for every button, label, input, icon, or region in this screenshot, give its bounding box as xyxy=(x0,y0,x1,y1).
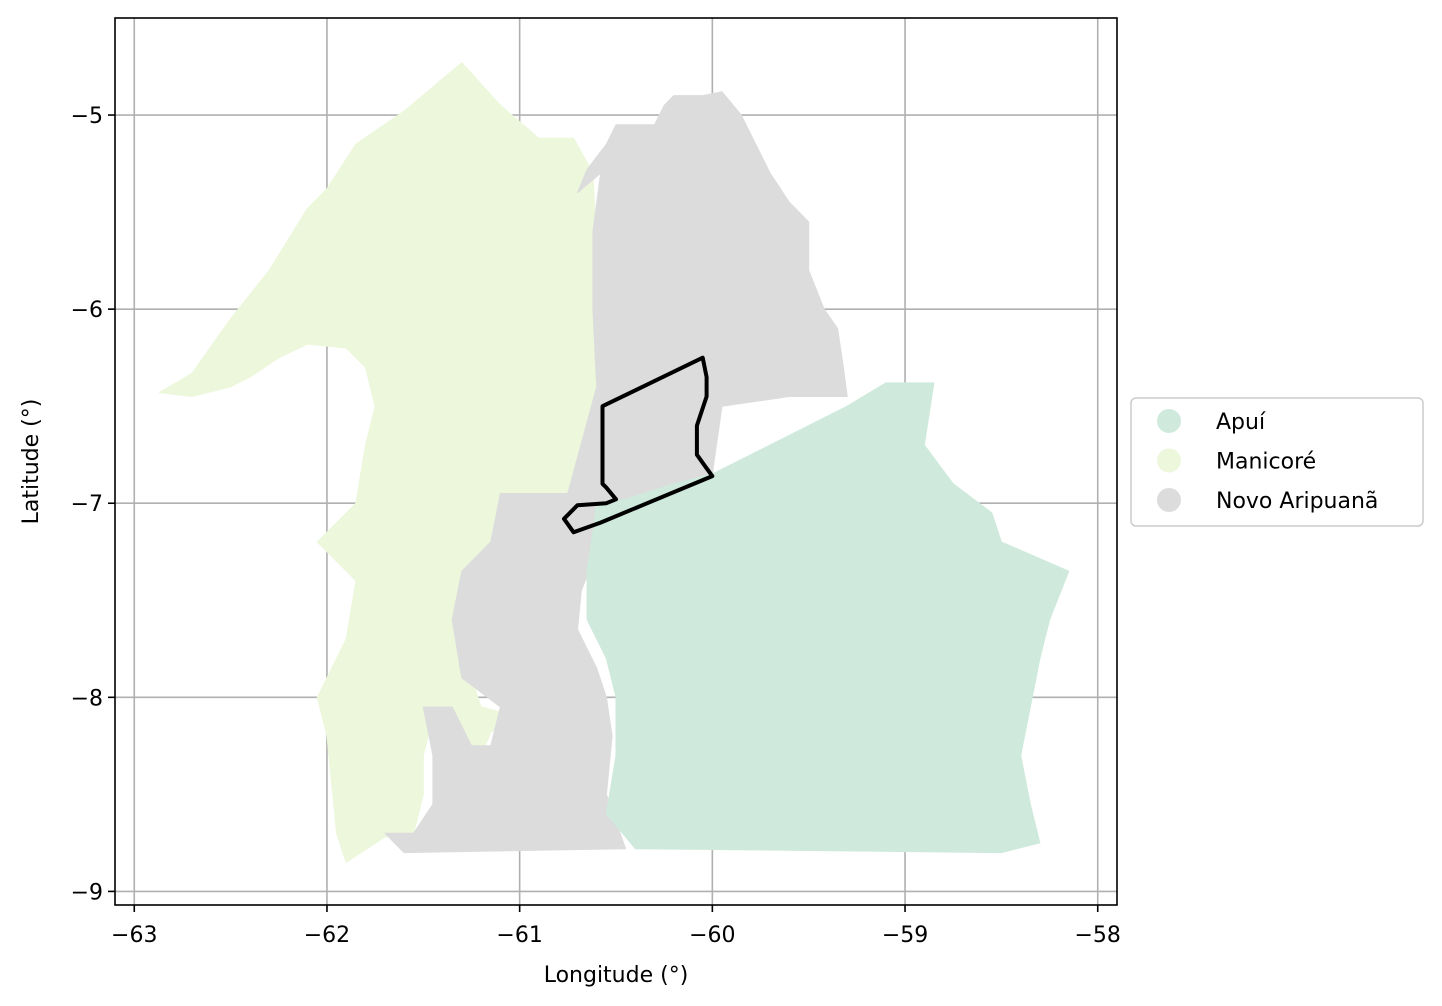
x-tick-label-2: −61 xyxy=(496,923,542,948)
x-tick-label-1: −62 xyxy=(304,923,350,948)
legend-marker-1 xyxy=(1157,448,1181,473)
y-axis-title: Latitude (°) xyxy=(19,399,44,525)
y-tick-label-1: −6 xyxy=(71,298,103,323)
x-tick-label-5: −58 xyxy=(1075,923,1121,948)
region-polygons xyxy=(158,62,1070,863)
x-axis-title: Longitude (°) xyxy=(544,963,689,988)
region-novo-aripuan- xyxy=(384,91,848,854)
legend-label-0: Apuí xyxy=(1216,410,1266,435)
y-tick-label-0: −5 xyxy=(71,104,103,129)
study-area-outline xyxy=(562,355,715,535)
axis-ticks: −63 −62 −61 −60 −59 −58 −5 −6 −7 −8 −9 xyxy=(71,104,1121,948)
y-tick-label-4: −9 xyxy=(71,880,103,905)
y-tick-label-2: −7 xyxy=(71,492,103,517)
legend-box xyxy=(1130,397,1424,527)
legend-marker-2 xyxy=(1157,488,1181,512)
legend-marker-0 xyxy=(1157,409,1181,433)
study-area-boundary xyxy=(562,355,715,535)
legend: Apuí Manicoré Novo Aripuanã xyxy=(1130,397,1424,527)
x-tick-label-0: −63 xyxy=(111,923,157,948)
y-tick-label-3: −8 xyxy=(71,686,103,711)
x-tick-label-3: −60 xyxy=(689,923,735,948)
region-manicor- xyxy=(158,62,607,863)
region-apu- xyxy=(586,382,1070,854)
legend-label-2: Novo Aripuanã xyxy=(1216,489,1378,514)
x-tick-label-4: −59 xyxy=(882,923,928,948)
plot-frame xyxy=(114,17,1118,906)
legend-label-1: Manicoré xyxy=(1216,450,1316,475)
